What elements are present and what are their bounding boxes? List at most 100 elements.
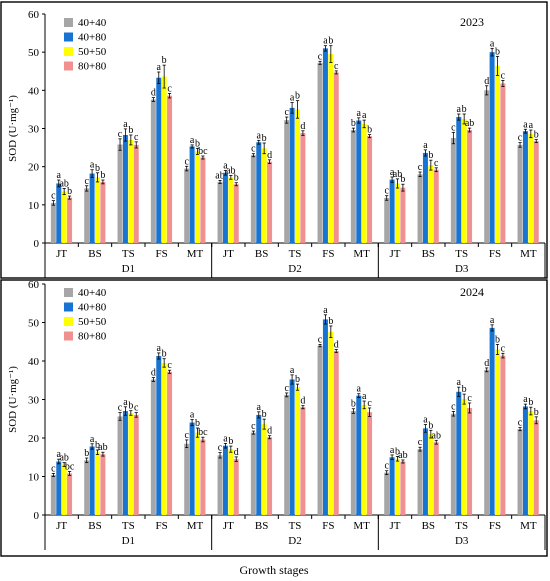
- significance-letter: a: [529, 120, 534, 131]
- legend-swatch: [64, 47, 73, 56]
- significance-letter: c: [518, 133, 523, 144]
- bar: [56, 183, 62, 243]
- significance-letter: c: [501, 343, 506, 354]
- bar: [128, 412, 134, 515]
- significance-letter: c: [134, 403, 139, 414]
- bar: [250, 432, 256, 515]
- significance-letter: c: [84, 176, 89, 187]
- bar: [133, 414, 139, 515]
- bar: [450, 138, 456, 243]
- significance-letter: b: [128, 401, 133, 412]
- bar: [133, 144, 139, 243]
- y-tick-label: 10: [28, 472, 40, 484]
- significance-letter: a: [290, 365, 295, 376]
- significance-letter: ab: [215, 170, 224, 181]
- significance-letter: a: [290, 93, 295, 104]
- significance-letter: b: [351, 118, 356, 129]
- significance-letter: c: [318, 51, 323, 62]
- category-label: TS: [289, 248, 302, 260]
- significance-letter: b: [495, 46, 500, 57]
- group-label: D3: [455, 535, 469, 547]
- legend-swatch: [64, 331, 73, 341]
- category-label: MT: [353, 248, 370, 260]
- bar: [450, 413, 456, 515]
- bar: [122, 411, 128, 515]
- significance-letter: b: [84, 448, 89, 459]
- significance-letter: c: [467, 393, 472, 404]
- significance-letter: c: [501, 70, 506, 81]
- bar: [233, 184, 239, 243]
- bar: [61, 191, 67, 243]
- legend-label: 50+50: [78, 316, 107, 328]
- category-label: FS: [156, 248, 168, 260]
- category-label: TS: [455, 520, 468, 532]
- significance-letter: b: [195, 138, 200, 149]
- bar: [428, 165, 434, 243]
- category-label: JT: [56, 520, 67, 532]
- significance-letter: b: [228, 436, 233, 447]
- legend-label: 80+80: [78, 331, 107, 343]
- significance-letter: c: [418, 162, 423, 173]
- significance-letter: b: [262, 409, 267, 420]
- y-tick-label: 0: [34, 510, 40, 522]
- bar: [189, 422, 195, 515]
- significance-letter: b: [95, 163, 100, 174]
- category-label: BS: [88, 248, 101, 260]
- significance-letter: a: [157, 343, 162, 354]
- significance-letter: a: [123, 119, 128, 130]
- y-tick-label: 30: [28, 124, 40, 136]
- y-tick-label: 20: [28, 162, 40, 174]
- significance-letter: d: [151, 88, 156, 99]
- bar: [495, 65, 500, 243]
- bar: [184, 168, 190, 243]
- year-label: 2023: [460, 15, 484, 29]
- group-label: D2: [288, 535, 301, 547]
- category-label: TS: [455, 248, 468, 260]
- significance-letter: c: [284, 383, 289, 394]
- bar: [350, 130, 356, 243]
- category-label: MT: [520, 520, 537, 532]
- bar: [422, 428, 428, 515]
- significance-letter: b: [100, 170, 105, 181]
- bar: [533, 141, 539, 243]
- significance-letter: a: [257, 130, 262, 141]
- bar: [356, 395, 362, 515]
- significance-letter: ab: [432, 430, 441, 441]
- significance-letter: a: [57, 170, 62, 181]
- significance-letter: c: [51, 463, 56, 474]
- bar: [428, 434, 434, 515]
- significance-letter: d: [151, 368, 156, 379]
- bar: [56, 461, 62, 515]
- significance-letter: a: [57, 449, 62, 460]
- significance-letter: c: [451, 122, 456, 133]
- bar: [117, 416, 123, 515]
- bar: [495, 349, 500, 515]
- bar: [433, 442, 439, 515]
- significance-letter: ab: [59, 178, 68, 189]
- panel-frame: [0, 279, 548, 557]
- bar: [161, 76, 167, 244]
- group-label: D3: [455, 263, 469, 275]
- category-label: TS: [122, 520, 135, 532]
- category-label: FS: [489, 520, 501, 532]
- significance-letter: a: [123, 397, 128, 408]
- bar: [350, 411, 356, 515]
- bar: [289, 379, 295, 515]
- bar: [384, 472, 390, 515]
- significance-letter: ab: [393, 169, 402, 180]
- category-label: BS: [88, 520, 101, 532]
- significance-letter: d: [300, 121, 305, 132]
- significance-letter: a: [190, 410, 195, 421]
- bar: [84, 460, 90, 515]
- significance-letter: b: [295, 374, 300, 385]
- significance-letter: a: [157, 62, 162, 73]
- significance-letter: a: [90, 434, 95, 445]
- bar: [89, 446, 95, 515]
- significance-letter: d: [484, 358, 489, 369]
- panel-frame: [0, 1, 548, 279]
- group-label: D1: [122, 263, 135, 275]
- significance-letter: b: [128, 125, 133, 136]
- y-tick-label: 50: [28, 47, 40, 59]
- category-label: MT: [353, 520, 370, 532]
- year-label: 2024: [460, 285, 484, 299]
